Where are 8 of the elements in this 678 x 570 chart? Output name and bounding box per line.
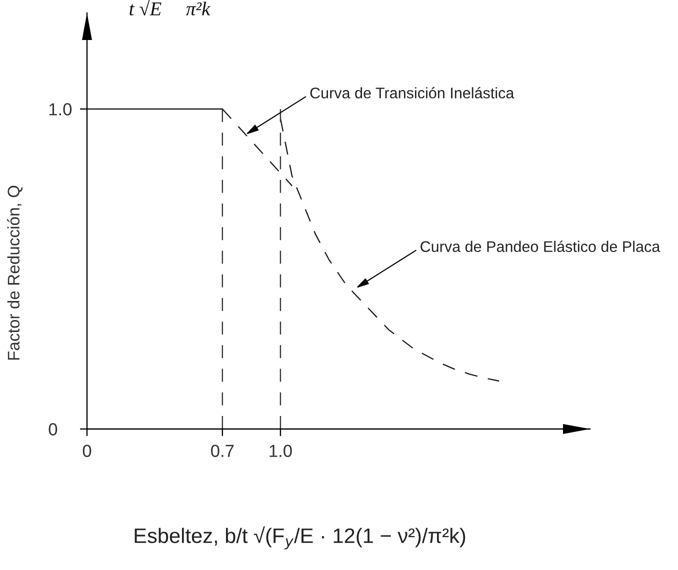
- x-tick-label: 1.0: [270, 444, 292, 458]
- annotation: Curva de Transición Inelástica: [310, 87, 514, 98]
- x-axis-title: Esbeltez, b/t √(F$_{y}$/E · 12(1 − ν²)/π²k): [134, 526, 466, 550]
- y-axis-title: Factor de Reducción, Q: [7, 186, 23, 360]
- x-tick-label: 0: [82, 444, 92, 458]
- annotation: Curva de Pandeo Elástico de Placa: [420, 240, 660, 252]
- x-tick-label: 0.7: [211, 444, 234, 458]
- annotation: t √E π²k: [130, 0, 210, 16]
